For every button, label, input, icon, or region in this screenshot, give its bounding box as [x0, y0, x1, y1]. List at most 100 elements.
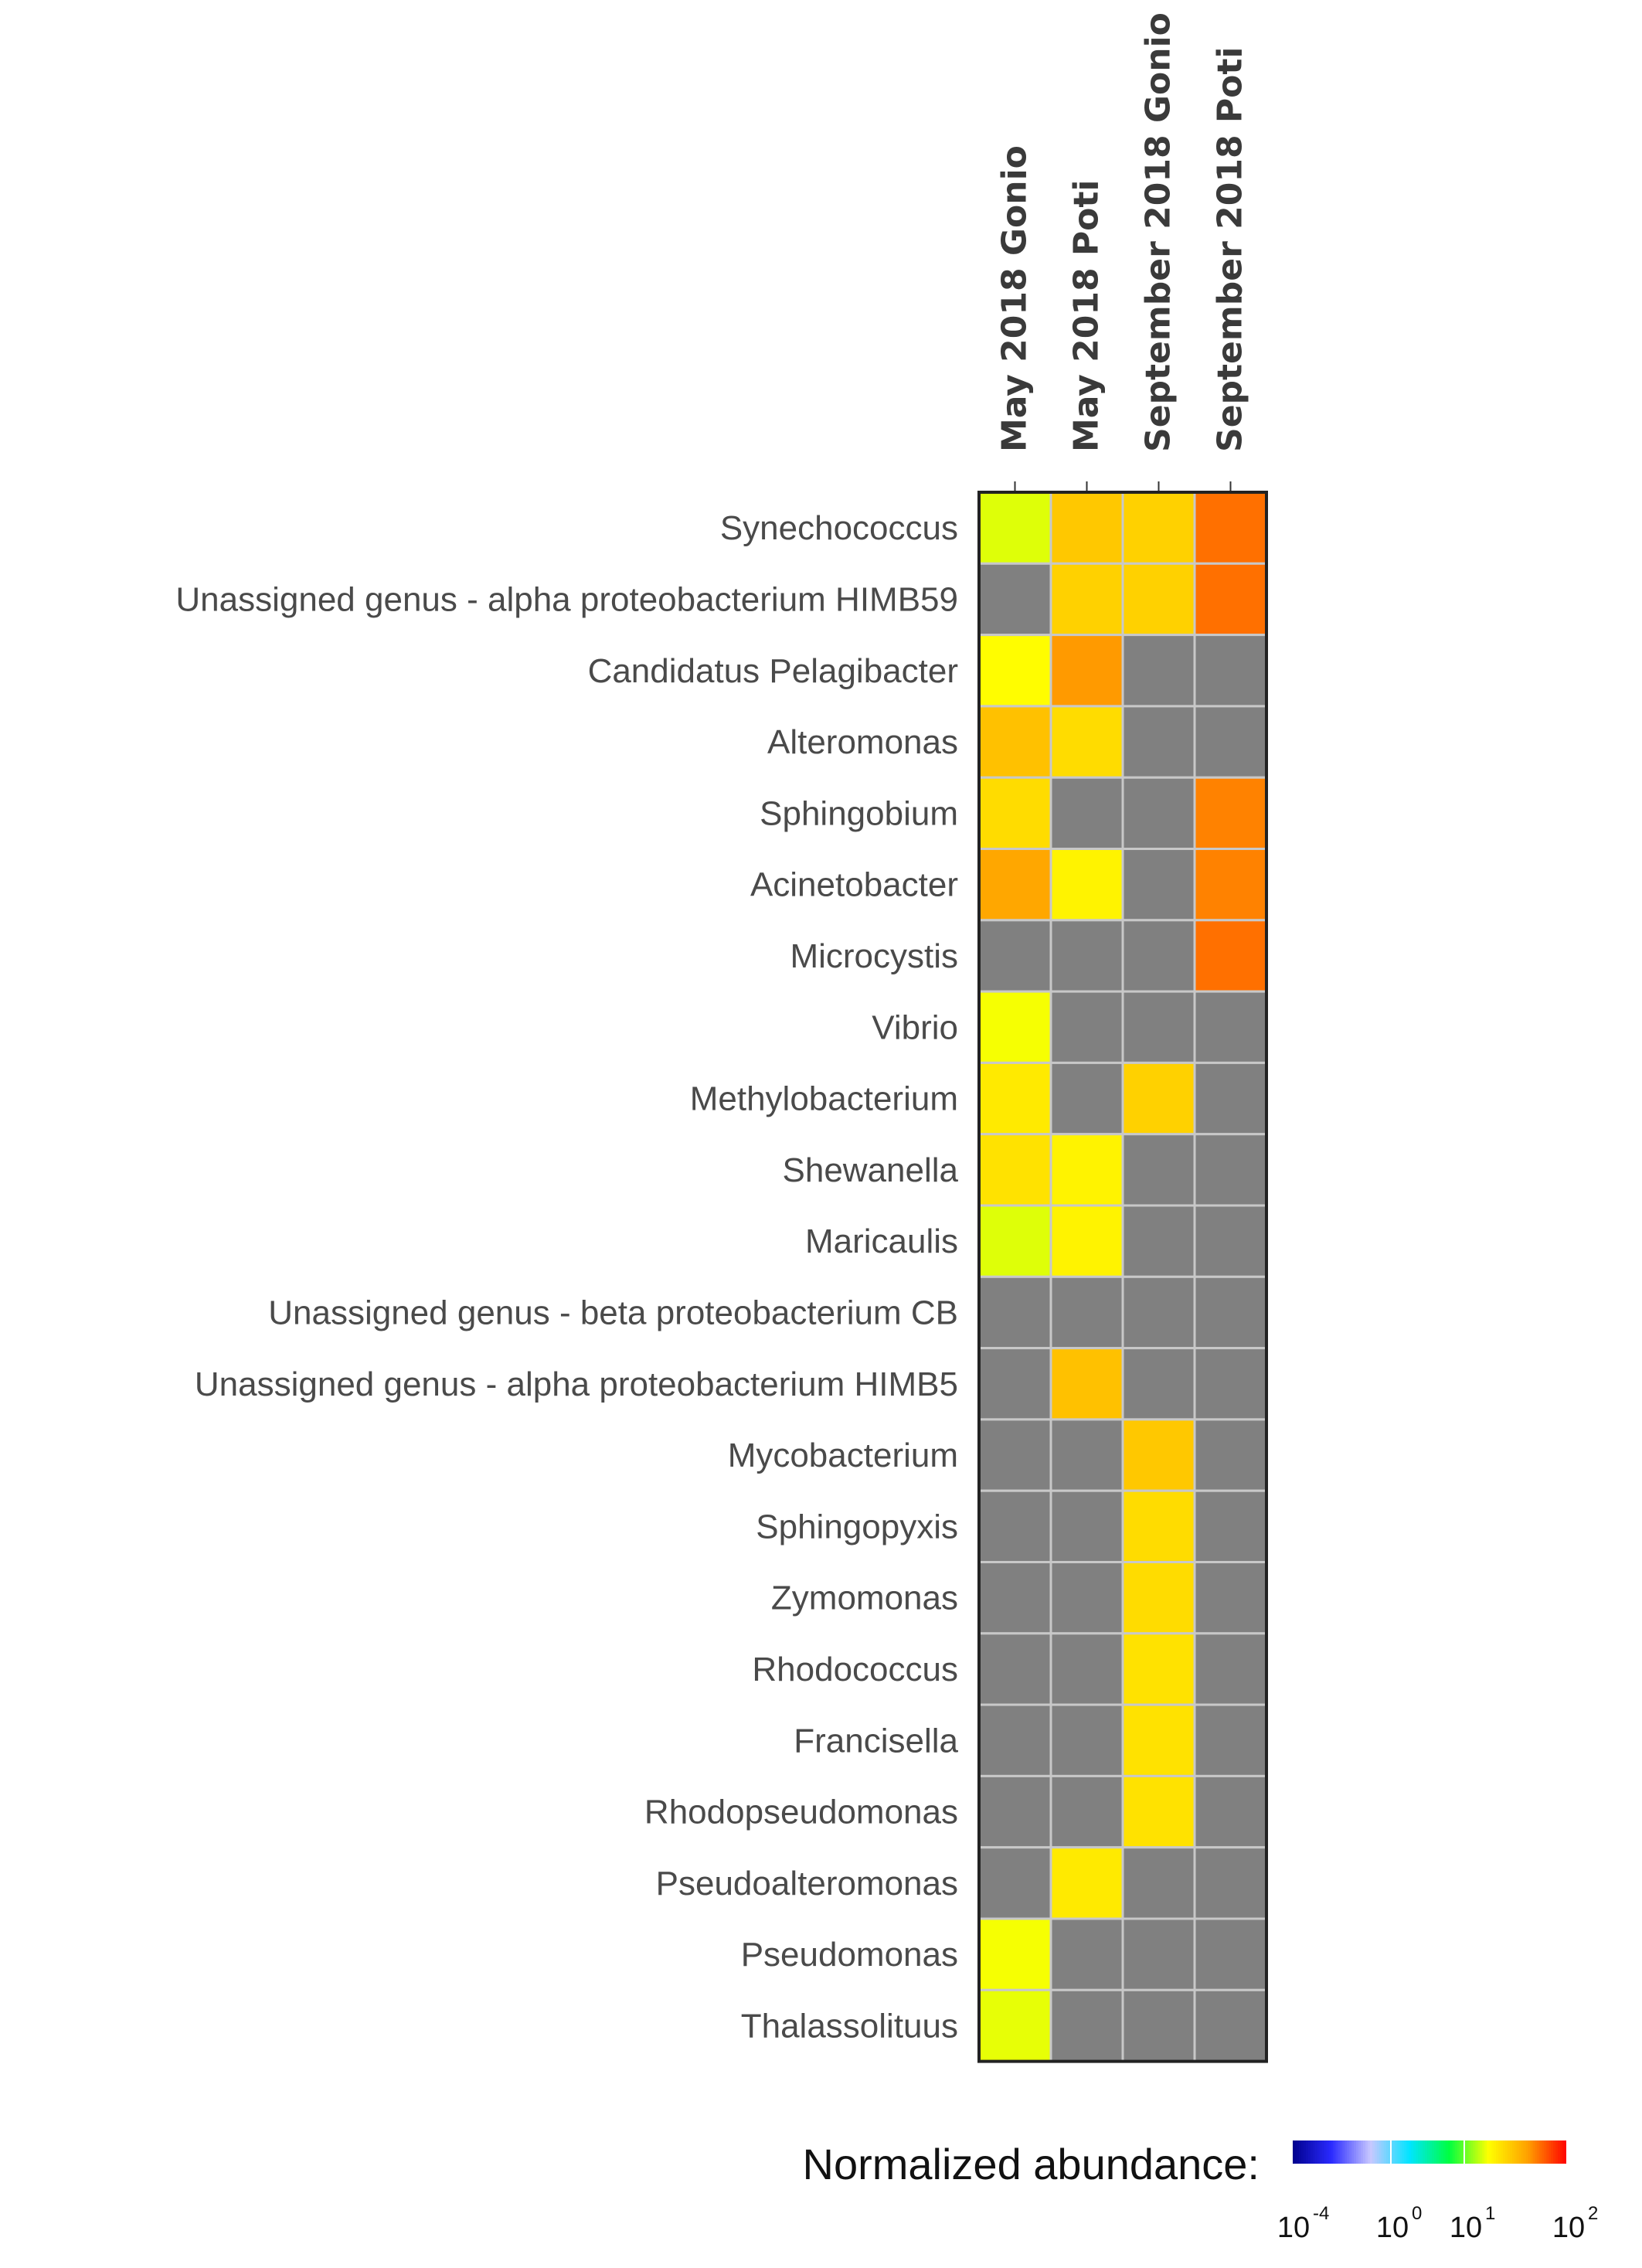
heatmap-cell [1193, 1418, 1268, 1492]
row-label: Sphingopyxis [756, 1508, 958, 1545]
heatmap-cell [1049, 1561, 1124, 1635]
colorbar-segment [1565, 2140, 1568, 2164]
colorbar-segment [1345, 2140, 1348, 2164]
heatmap-cell [1049, 1846, 1124, 1920]
colorbar-segment [1447, 2140, 1451, 2164]
heatmap-cell [1121, 562, 1196, 637]
colorbar-segment [1560, 2140, 1563, 2164]
colorbar-segment [1553, 2140, 1556, 2164]
colorbar-segment [1420, 2140, 1423, 2164]
heatmap-cell [1121, 1846, 1196, 1920]
colorbar-segment [1425, 2140, 1428, 2164]
heatmap-cell [1193, 1347, 1268, 1421]
heatmap-cell [1193, 990, 1268, 1064]
heatmap-cell [1193, 919, 1268, 993]
colorbar-segment [1551, 2140, 1554, 2164]
legend-ticks: 10 -4 10 0 10 1 10 2 [1277, 2140, 1598, 2244]
colorbar-segment [1549, 2140, 1552, 2164]
heatmap-cell [1121, 1418, 1196, 1492]
heatmap-cell [1049, 1632, 1124, 1706]
heatmap-cell [1121, 1489, 1196, 1563]
heatmap-cell [1049, 1917, 1124, 1991]
colorbar-segment [1365, 2140, 1368, 2164]
heatmap-cell [1193, 1133, 1268, 1207]
colorbar-segment [1314, 2140, 1318, 2164]
heatmap-cell [977, 1703, 1052, 1777]
heatmap-cell [1193, 1275, 1268, 1350]
heatmap-cell [1049, 1418, 1124, 1492]
colorbar-segment [1544, 2140, 1547, 2164]
row-label: Rhodopseudomonas [644, 1794, 958, 1831]
row-label: Pseudomonas [741, 1936, 958, 1974]
colorbar-segment [1402, 2140, 1405, 2164]
heatmap-cell [1193, 1204, 1268, 1278]
colorbar-segment [1546, 2140, 1549, 2164]
heatmap-cell [1049, 1275, 1124, 1350]
colorbar-segment [1562, 2140, 1566, 2164]
colorbar-segment [1475, 2140, 1478, 2164]
heatmap-cell [977, 776, 1052, 851]
heatmap-cell [1121, 848, 1196, 922]
column-labels: May 2018 Gonio May 2018 Poti September 201… [995, 12, 1250, 492]
colorbar-segment [1328, 2140, 1332, 2164]
heatmap-cell [1121, 1204, 1196, 1278]
colorbar-segment [1500, 2140, 1504, 2164]
row-label: Acinetobacter [750, 866, 958, 904]
heatmap-cell [1121, 1988, 1196, 2063]
heatmap-cell [1049, 634, 1124, 708]
colorbar-segment [1385, 2140, 1389, 2164]
colorbar-segment [1498, 2140, 1501, 2164]
row-label: Francisella [794, 1722, 958, 1760]
colorbar-segment [1300, 2140, 1304, 2164]
colorbar-segment [1319, 2140, 1323, 2164]
colorbar-segment [1374, 2140, 1378, 2164]
row-label: Rhodococcus [752, 1651, 958, 1688]
colorbar-segment [1525, 2140, 1529, 2164]
heatmap-cell [977, 1774, 1052, 1849]
colorbar-segment [1361, 2140, 1364, 2164]
colorbar-segment [1436, 2140, 1440, 2164]
colorbar-segment [1454, 2140, 1458, 2164]
colorbar-segment [1298, 2140, 1302, 2164]
colorbar-segment [1383, 2140, 1387, 2164]
heatmap-cell [977, 705, 1052, 779]
row-label: Maricaulis [805, 1222, 958, 1260]
colorbar-segment [1433, 2140, 1437, 2164]
colorbar-segment [1443, 2140, 1447, 2164]
legend-tick-label: 10 [1552, 2212, 1585, 2244]
heatmap-cell [1049, 1133, 1124, 1207]
heatmap-cell [1121, 1347, 1196, 1421]
heatmap-cell [1121, 1133, 1196, 1207]
heatmap-cell [1193, 1846, 1268, 1920]
colorbar-segment [1416, 2140, 1419, 2164]
row-label: Synechococcus [720, 509, 958, 547]
heatmap-cell [977, 562, 1052, 637]
row-label: Mycobacterium [728, 1437, 958, 1474]
colorbar-segment [1338, 2140, 1341, 2164]
colorbar-segment [1511, 2140, 1515, 2164]
heatmap-cell [1049, 1988, 1124, 2063]
colorbar-segment [1445, 2140, 1449, 2164]
colorbar-segment [1528, 2140, 1532, 2164]
colorbar-segment [1340, 2140, 1343, 2164]
colorbar-segment [1518, 2140, 1522, 2164]
colorbar-segment [1502, 2140, 1506, 2164]
heatmap-cell [1049, 1703, 1124, 1777]
colorbar-segment [1558, 2140, 1561, 2164]
column-label: May 2018 Gonio [995, 145, 1035, 452]
colorbar-segment [1431, 2140, 1435, 2164]
heatmap-cell [1121, 705, 1196, 779]
legend-tick-label: 10 [1376, 2212, 1409, 2244]
heatmap-cell [1049, 776, 1124, 851]
row-label: Vibrio [872, 1008, 958, 1046]
row-label: Thalassolituus [741, 2007, 958, 2045]
column-label: May 2018 Poti [1067, 180, 1107, 453]
colorbar-segment [1362, 2140, 1366, 2164]
colorbar-segment [1516, 2140, 1520, 2164]
heatmap-cell [1121, 1774, 1196, 1849]
colorbar-segment [1303, 2140, 1307, 2164]
colorbar-segment [1406, 2140, 1409, 2164]
colorbar-segment [1351, 2140, 1355, 2164]
colorbar-segment [1530, 2140, 1534, 2164]
colorbar-segment [1390, 2140, 1394, 2164]
